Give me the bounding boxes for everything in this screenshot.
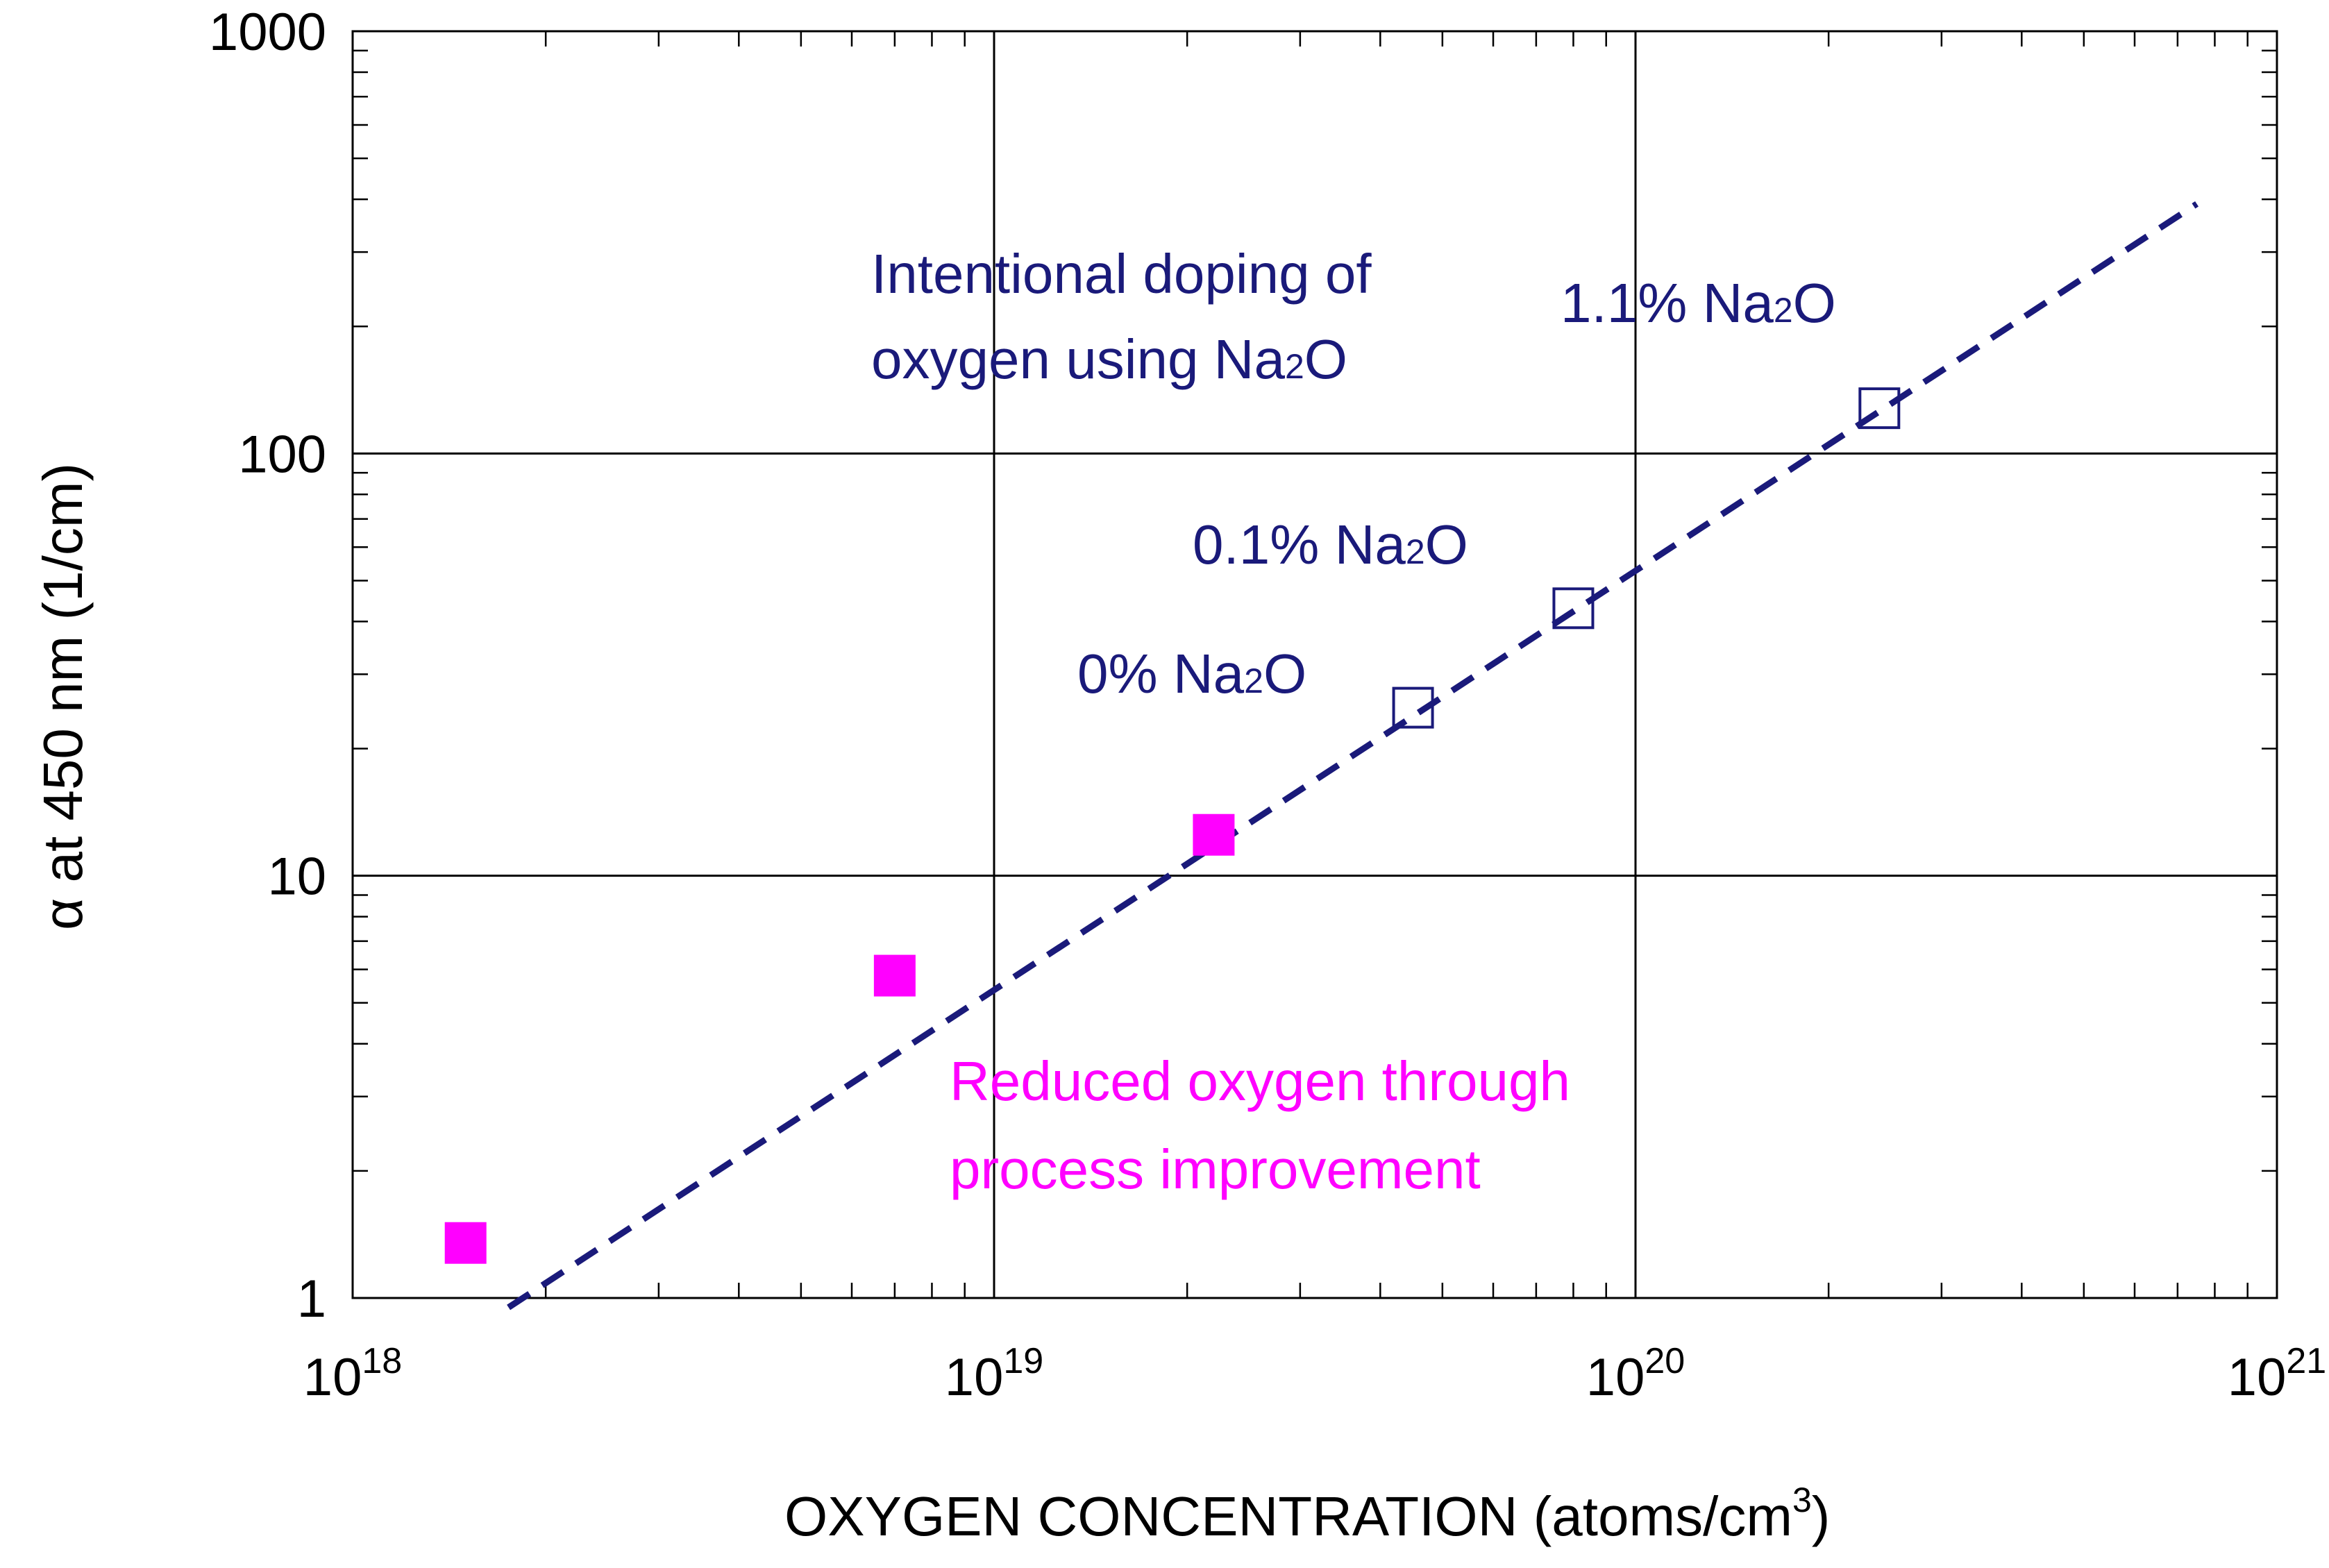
data-point-open [1552,587,1595,630]
annotation-reduced-line2: process improvement [950,1138,1481,1200]
y-axis-title: α at 450 nm (1/cm) [32,463,94,930]
y-tick-label: 1 [297,1270,326,1329]
data-point-open [1392,686,1434,729]
data-point-filled [444,1222,487,1264]
annotation-0pct: 0% Na2O [1077,643,1306,705]
x-tick-label: 1019 [945,1341,1043,1407]
data-point-open [1858,387,1901,430]
y-tick-label: 100 [238,425,326,484]
y-tick-label: 1000 [209,3,326,62]
x-tick-label: 1020 [1586,1341,1685,1407]
fit-line [507,201,2199,1310]
data-point-filled [873,954,916,997]
data-markers [444,387,1901,1264]
annotation-doping-line1: Intentional doping of [871,243,1372,305]
x-tick-label: 1021 [2228,1341,2326,1407]
x-tick-label: 1018 [303,1341,402,1407]
y-tick-labels: 1 10 100 1000 [209,3,326,1329]
data-point-filled [1193,813,1235,856]
y-tick-label: 10 [267,848,326,907]
annotation-doping-line2: oxygen using Na2O [871,328,1347,390]
x-tick-labels: 1018 1019 1020 1021 [303,1341,2326,1407]
plot-frame [351,30,2278,1299]
minor-ticks [353,31,2277,1298]
x-axis-title: OXYGEN CONCENTRATION (atoms/cm3) [784,1481,1830,1547]
annotation-0-1pct: 0.1% Na2O [1193,514,1468,575]
annotation-1-1pct: 1.1% Na2O [1561,272,1836,334]
annotation-reduced-line1: Reduced oxygen through [950,1050,1570,1112]
